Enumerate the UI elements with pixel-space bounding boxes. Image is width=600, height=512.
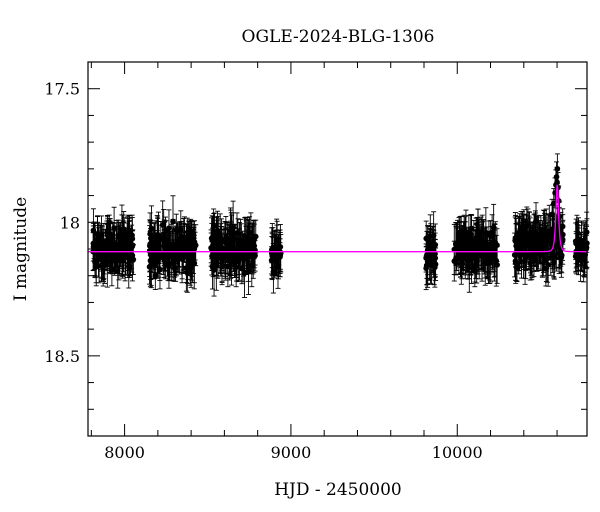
data-point bbox=[462, 234, 468, 240]
data-point bbox=[227, 256, 234, 263]
data-point bbox=[540, 227, 547, 234]
data-point bbox=[274, 236, 280, 242]
x-tick-label: 8000 bbox=[104, 443, 145, 462]
data-point bbox=[518, 229, 524, 236]
data-point bbox=[114, 243, 120, 249]
data-point bbox=[457, 237, 463, 243]
data-point bbox=[542, 242, 549, 249]
data-point bbox=[490, 244, 496, 250]
data-point bbox=[176, 245, 183, 251]
data-point bbox=[92, 259, 98, 265]
data-point bbox=[152, 272, 159, 279]
data-point bbox=[519, 224, 526, 230]
y-tick-label: 18.5 bbox=[44, 347, 80, 366]
data-point bbox=[430, 232, 437, 239]
data-point bbox=[146, 264, 153, 270]
y-axis-label: I magnitude bbox=[11, 197, 31, 301]
data-point bbox=[156, 246, 162, 252]
model-curve bbox=[88, 184, 587, 253]
data-point bbox=[554, 166, 561, 172]
data-point bbox=[246, 236, 253, 243]
data-point bbox=[516, 243, 522, 250]
data-point bbox=[453, 256, 459, 263]
data-point bbox=[91, 242, 98, 249]
data-point bbox=[127, 253, 134, 260]
data-point bbox=[572, 238, 579, 245]
data-point bbox=[473, 246, 479, 253]
data-point bbox=[277, 244, 284, 250]
data-point bbox=[245, 268, 252, 275]
data-point bbox=[191, 260, 198, 267]
data-point bbox=[252, 252, 258, 259]
data-point bbox=[104, 237, 111, 243]
data-point bbox=[432, 264, 438, 271]
data-point bbox=[151, 241, 157, 248]
data-point bbox=[553, 174, 560, 180]
data-point bbox=[457, 253, 464, 260]
data-point bbox=[122, 246, 128, 253]
x-tick-label: 9000 bbox=[271, 443, 312, 462]
data-point bbox=[581, 256, 587, 263]
data-point bbox=[558, 254, 564, 261]
data-point bbox=[184, 254, 191, 261]
x-tick-label: 10000 bbox=[432, 443, 483, 462]
data-point bbox=[524, 232, 530, 239]
chart-title: OGLE-2024-BLG-1306 bbox=[242, 27, 435, 47]
data-point bbox=[529, 255, 535, 261]
data-point bbox=[468, 236, 475, 243]
data-point bbox=[119, 228, 125, 234]
data-point bbox=[108, 252, 115, 258]
data-point bbox=[232, 236, 238, 242]
data-point bbox=[117, 239, 124, 246]
y-tick-label: 17.5 bbox=[44, 80, 80, 99]
tick-labels: 8000 9000 10000 17.5 18 18.5 bbox=[44, 80, 482, 462]
data-point bbox=[147, 231, 153, 237]
data-point bbox=[173, 227, 180, 233]
data-point bbox=[549, 255, 556, 261]
data-point bbox=[122, 252, 129, 258]
data-point bbox=[251, 243, 258, 249]
plot-frame bbox=[87, 61, 588, 437]
data-point bbox=[492, 239, 499, 246]
data-point bbox=[170, 218, 176, 225]
data-point bbox=[513, 264, 520, 271]
data-point bbox=[217, 254, 224, 261]
data-point bbox=[537, 242, 544, 249]
data-point bbox=[273, 250, 279, 257]
data-point bbox=[546, 228, 553, 234]
data-point bbox=[213, 230, 220, 237]
data-point bbox=[513, 234, 519, 241]
data-point bbox=[95, 241, 102, 248]
data-point bbox=[476, 230, 483, 237]
data-point bbox=[162, 239, 169, 245]
data-point bbox=[159, 222, 166, 228]
data-point bbox=[466, 254, 473, 261]
data-points bbox=[90, 153, 590, 298]
data-point bbox=[154, 256, 161, 263]
data-point bbox=[222, 245, 228, 252]
data-point bbox=[478, 235, 484, 242]
data-point bbox=[237, 239, 244, 246]
x-axis-label: HJD - 2450000 bbox=[274, 480, 402, 500]
data-point bbox=[485, 255, 491, 261]
data-point bbox=[553, 235, 560, 242]
data-point bbox=[270, 244, 276, 251]
data-point bbox=[471, 241, 477, 248]
data-point bbox=[423, 255, 429, 261]
data-point bbox=[233, 258, 240, 265]
data-point bbox=[453, 242, 460, 249]
data-point bbox=[560, 231, 566, 238]
data-point bbox=[109, 266, 115, 273]
data-point bbox=[172, 253, 179, 259]
data-point bbox=[100, 260, 106, 267]
y-tick-label: 18 bbox=[60, 213, 80, 232]
